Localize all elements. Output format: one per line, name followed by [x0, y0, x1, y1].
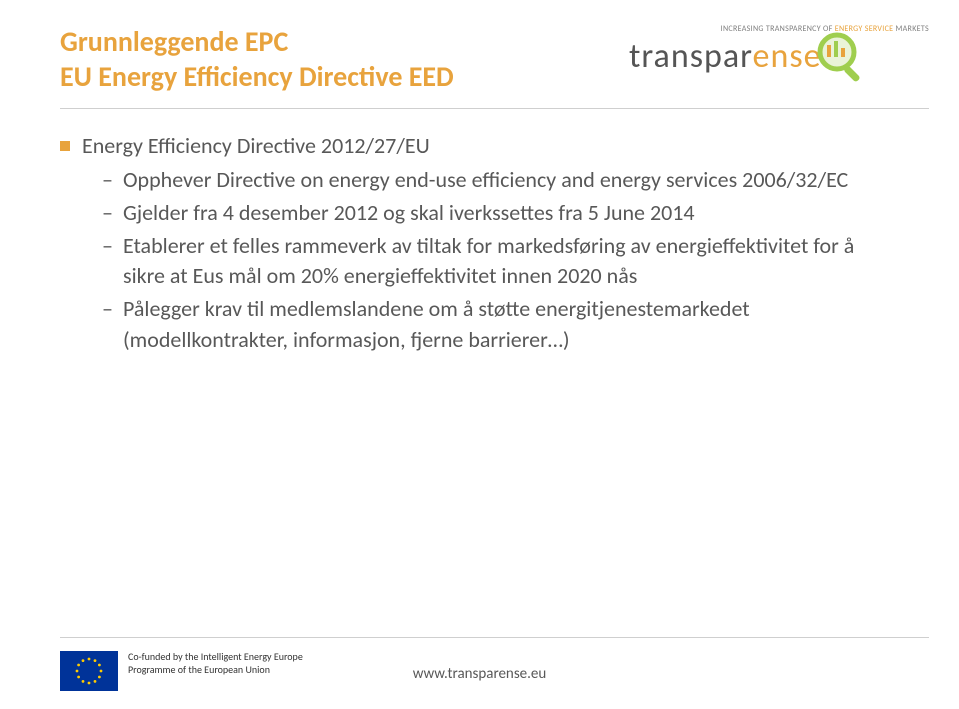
slide-title: Grunnleggende EPC EU Energy Efficiency D… [60, 24, 620, 94]
slide: Grunnleggende EPC EU Energy Efficiency D… [0, 0, 959, 709]
list-item-text: Etablerer et felles rammeverk av tiltak … [123, 231, 880, 293]
dash-icon: – [102, 198, 113, 228]
transparense-logo: INCREASING TRANSPARENCY OF ENERGY SERVIC… [629, 24, 929, 94]
list-item: – Etablerer et felles rammeverk av tilta… [102, 231, 880, 293]
header-rule [60, 108, 929, 109]
list-item-text: Gjelder fra 4 desember 2012 og skal iver… [123, 198, 695, 229]
dash-icon: – [102, 165, 113, 195]
logo-wordmark: transparense [629, 36, 822, 77]
slide-footer: Co-funded by the Intelligent Energy Euro… [0, 637, 959, 709]
title-line-2: EU Energy Efficiency Directive EED [60, 59, 620, 94]
square-bullet-icon [60, 141, 70, 151]
logo-word-orange: ense [753, 36, 822, 77]
magnifier-icon [815, 30, 867, 82]
sub-bullets: – Opphever Directive on energy end-use e… [102, 165, 880, 356]
dash-icon: – [102, 294, 113, 324]
cofund-line1: Co-funded by the Intelligent Energy Euro… [128, 651, 303, 664]
dash-icon: – [102, 231, 113, 261]
list-item-text: Pålegger krav til medlemslandene om å st… [123, 294, 880, 356]
footer-rule [60, 637, 929, 638]
list-item: – Gjelder fra 4 desember 2012 og skal iv… [102, 198, 880, 229]
slide-content: Energy Efficiency Directive 2012/27/EU –… [60, 132, 880, 358]
tagline-post: MARKETS [893, 24, 929, 34]
title-line-1: Grunnleggende EPC [60, 24, 620, 59]
list-item: – Opphever Directive on energy end-use e… [102, 165, 880, 196]
footer-url: www.transparense.eu [0, 665, 959, 683]
bullet-level1: Energy Efficiency Directive 2012/27/EU [60, 132, 880, 159]
bullet-level1-text: Energy Efficiency Directive 2012/27/EU [82, 132, 430, 159]
list-item-text: Opphever Directive on energy end-use eff… [123, 165, 848, 196]
logo-word-pre: transpar [629, 36, 753, 77]
list-item: – Pålegger krav til medlemslandene om å … [102, 294, 880, 356]
